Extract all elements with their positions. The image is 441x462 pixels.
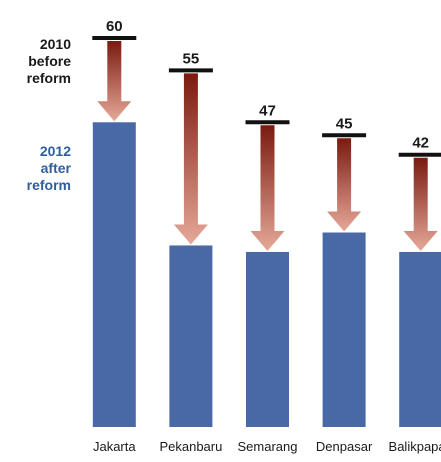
category-label-4: Balikpapan — [389, 439, 441, 454]
bar-after-2 — [246, 251, 289, 427]
legend-before-line-2: before — [28, 53, 71, 69]
change-arrow-0 — [97, 41, 132, 122]
value-label-4: 42 — [412, 135, 429, 152]
legend-after-line-1: 2012 — [40, 143, 71, 159]
legend-before-line-1: 2010 — [40, 36, 71, 52]
legend-before-line-3: reform — [27, 70, 71, 86]
value-label-1: 55 — [183, 50, 200, 67]
bar-after-0 — [92, 122, 136, 428]
category-label-1: Pekanbaru — [159, 439, 222, 454]
bars-layer — [92, 122, 441, 428]
category-label-3: Denpasar — [316, 439, 373, 454]
legend-after: 2012 after reform — [27, 143, 72, 193]
value-label-0: 60 — [106, 18, 123, 35]
bar-after-3 — [322, 232, 366, 427]
value-label-3: 45 — [336, 115, 353, 132]
change-arrow-2 — [250, 125, 285, 251]
legend-after-line-3: reform — [27, 177, 71, 193]
category-label-2: Semarang — [238, 439, 298, 454]
category-label-0: Jakarta — [93, 439, 136, 454]
legend-before: 2010 before reform — [27, 36, 72, 86]
value-label-2: 47 — [259, 102, 276, 119]
arrows-layer — [92, 36, 441, 251]
legend-after-line-2: after — [41, 160, 72, 176]
labels-layer: 60 Jakarta 55 Pekanbaru 47 Semarang 45 Denpasar… — [93, 18, 441, 454]
change-arrow-3 — [327, 138, 362, 232]
bar-after-1 — [169, 245, 213, 427]
change-arrow-4 — [403, 157, 438, 251]
change-arrow-1 — [173, 73, 208, 245]
bar-after-4 — [399, 251, 441, 427]
